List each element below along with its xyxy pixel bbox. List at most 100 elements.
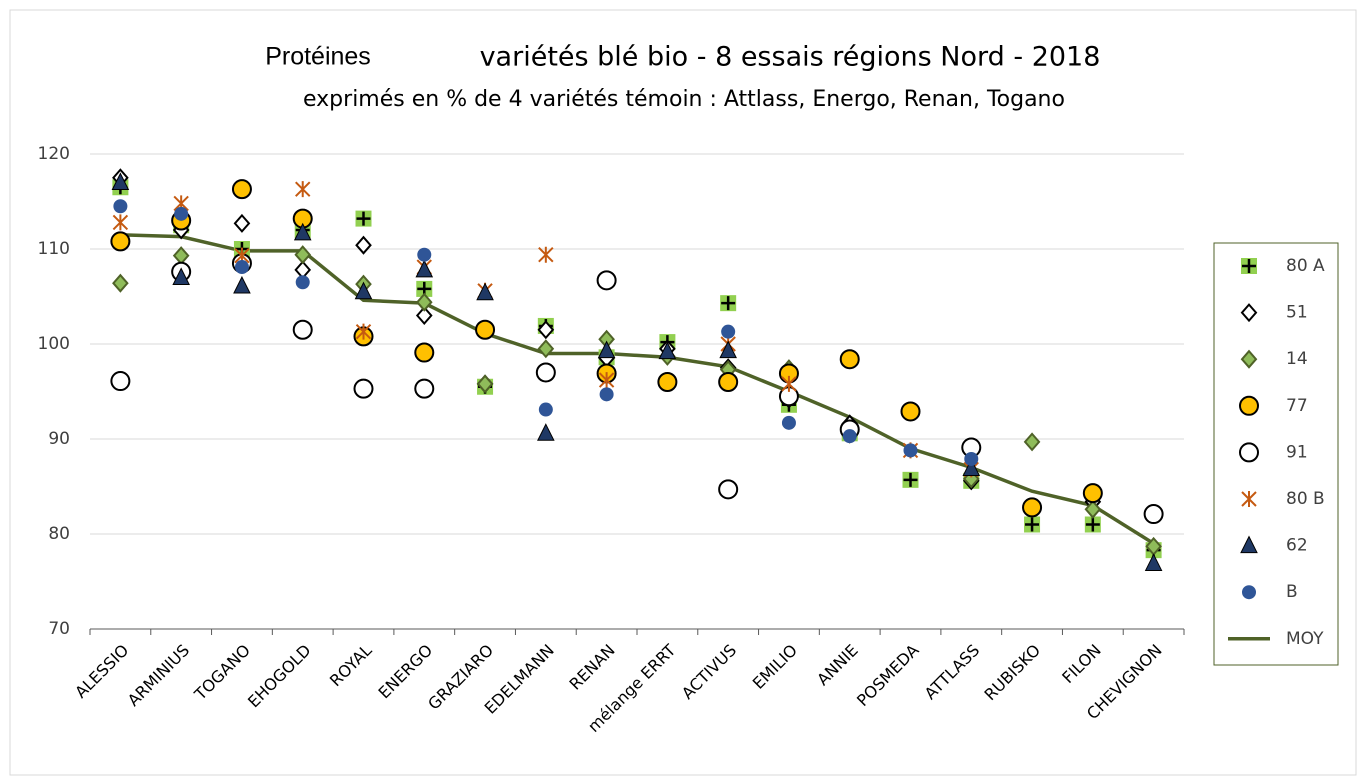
point bbox=[1082, 483, 1103, 504]
point bbox=[414, 342, 435, 363]
marker-circle bbox=[535, 362, 556, 383]
marker-star bbox=[538, 246, 554, 263]
point bbox=[355, 323, 372, 340]
point bbox=[719, 340, 737, 359]
marker-plus bbox=[1025, 517, 1040, 532]
marker-diamond bbox=[1240, 303, 1258, 323]
marker-diamond bbox=[476, 374, 494, 394]
point bbox=[781, 415, 796, 430]
point bbox=[476, 282, 494, 301]
marker-triangle bbox=[233, 275, 251, 294]
point bbox=[962, 458, 981, 476]
point bbox=[295, 275, 310, 290]
marker-circle bbox=[110, 371, 131, 392]
legend-item: MOY bbox=[1228, 629, 1324, 649]
point bbox=[657, 372, 678, 392]
marker-triangle bbox=[719, 340, 737, 359]
point bbox=[597, 340, 616, 359]
point bbox=[1143, 504, 1164, 525]
y-tick-label: 110 bbox=[38, 239, 70, 259]
point bbox=[172, 267, 190, 285]
marker-circle bbox=[1239, 395, 1259, 416]
marker-circle bbox=[900, 401, 921, 422]
marker-circle bbox=[596, 270, 617, 291]
marker-circle bbox=[414, 378, 435, 399]
marker-circle bbox=[475, 319, 496, 340]
point bbox=[476, 374, 494, 394]
point bbox=[415, 292, 433, 312]
legend-label: 51 bbox=[1286, 303, 1308, 323]
marker-circle bbox=[657, 372, 678, 392]
marker-diamond bbox=[415, 305, 433, 326]
point bbox=[1084, 516, 1101, 533]
marker-circle bbox=[1239, 442, 1259, 463]
marker-diamond bbox=[537, 339, 555, 359]
marker-star bbox=[295, 181, 311, 198]
marker-circle bbox=[414, 342, 435, 363]
point bbox=[293, 222, 312, 241]
marker-plus bbox=[1085, 517, 1100, 532]
legend-item: 80 A bbox=[1241, 256, 1325, 276]
point bbox=[414, 378, 435, 399]
marker-triangle bbox=[1240, 535, 1258, 554]
legend-label: 91 bbox=[1286, 442, 1308, 462]
chart-title: Protéines bbox=[265, 43, 371, 71]
marker-diamond bbox=[1023, 432, 1041, 452]
marker-diamond bbox=[112, 273, 129, 293]
marker-circle bbox=[1022, 497, 1043, 518]
point bbox=[1023, 432, 1041, 452]
point bbox=[902, 471, 919, 488]
marker-diamond bbox=[294, 245, 312, 265]
point bbox=[720, 295, 737, 312]
point bbox=[475, 319, 496, 340]
chart-subtitle: exprimés en % de 4 variétés témoin : Att… bbox=[303, 87, 1065, 112]
point bbox=[354, 281, 373, 300]
marker-triangle bbox=[111, 172, 130, 190]
marker-circle bbox=[353, 378, 374, 399]
marker-circle bbox=[292, 319, 313, 340]
marker-dot bbox=[599, 387, 614, 402]
marker-dot bbox=[842, 429, 857, 444]
point bbox=[292, 319, 313, 340]
point bbox=[110, 231, 131, 252]
legend-label: B bbox=[1286, 582, 1298, 602]
point bbox=[718, 479, 739, 500]
marker-diamond bbox=[355, 235, 372, 255]
marker-circle bbox=[1082, 483, 1103, 504]
point bbox=[718, 372, 739, 392]
marker-triangle bbox=[476, 282, 494, 301]
point bbox=[417, 247, 432, 262]
point bbox=[1084, 499, 1102, 519]
point bbox=[598, 372, 615, 389]
legend-item: 51 bbox=[1240, 303, 1308, 323]
marker-dot bbox=[721, 324, 736, 339]
point bbox=[964, 451, 979, 466]
point bbox=[294, 245, 312, 265]
point bbox=[903, 443, 918, 458]
marker-plus bbox=[721, 296, 736, 311]
point bbox=[355, 235, 372, 255]
marker-dot bbox=[295, 275, 310, 290]
marker-triangle bbox=[658, 341, 677, 360]
point bbox=[537, 320, 555, 340]
marker-circle bbox=[1143, 504, 1164, 525]
legend-label: 77 bbox=[1286, 396, 1308, 416]
marker-diamond bbox=[415, 292, 433, 312]
marker-circle bbox=[110, 231, 131, 252]
legend-box bbox=[1213, 242, 1339, 666]
legend-label: 62 bbox=[1286, 536, 1308, 556]
marker-dot bbox=[964, 451, 979, 466]
y-tick-label: 70 bbox=[48, 619, 70, 639]
legend-label: 14 bbox=[1286, 349, 1308, 369]
point bbox=[295, 181, 311, 198]
point bbox=[537, 423, 555, 441]
chart-border bbox=[9, 9, 1357, 776]
point bbox=[1144, 553, 1163, 571]
legend-label: 80 B bbox=[1286, 489, 1325, 509]
legend-item: B bbox=[1242, 582, 1298, 602]
point bbox=[355, 210, 372, 227]
point bbox=[233, 275, 251, 294]
point bbox=[112, 273, 129, 293]
marker-star bbox=[1241, 491, 1257, 507]
point bbox=[415, 305, 433, 326]
